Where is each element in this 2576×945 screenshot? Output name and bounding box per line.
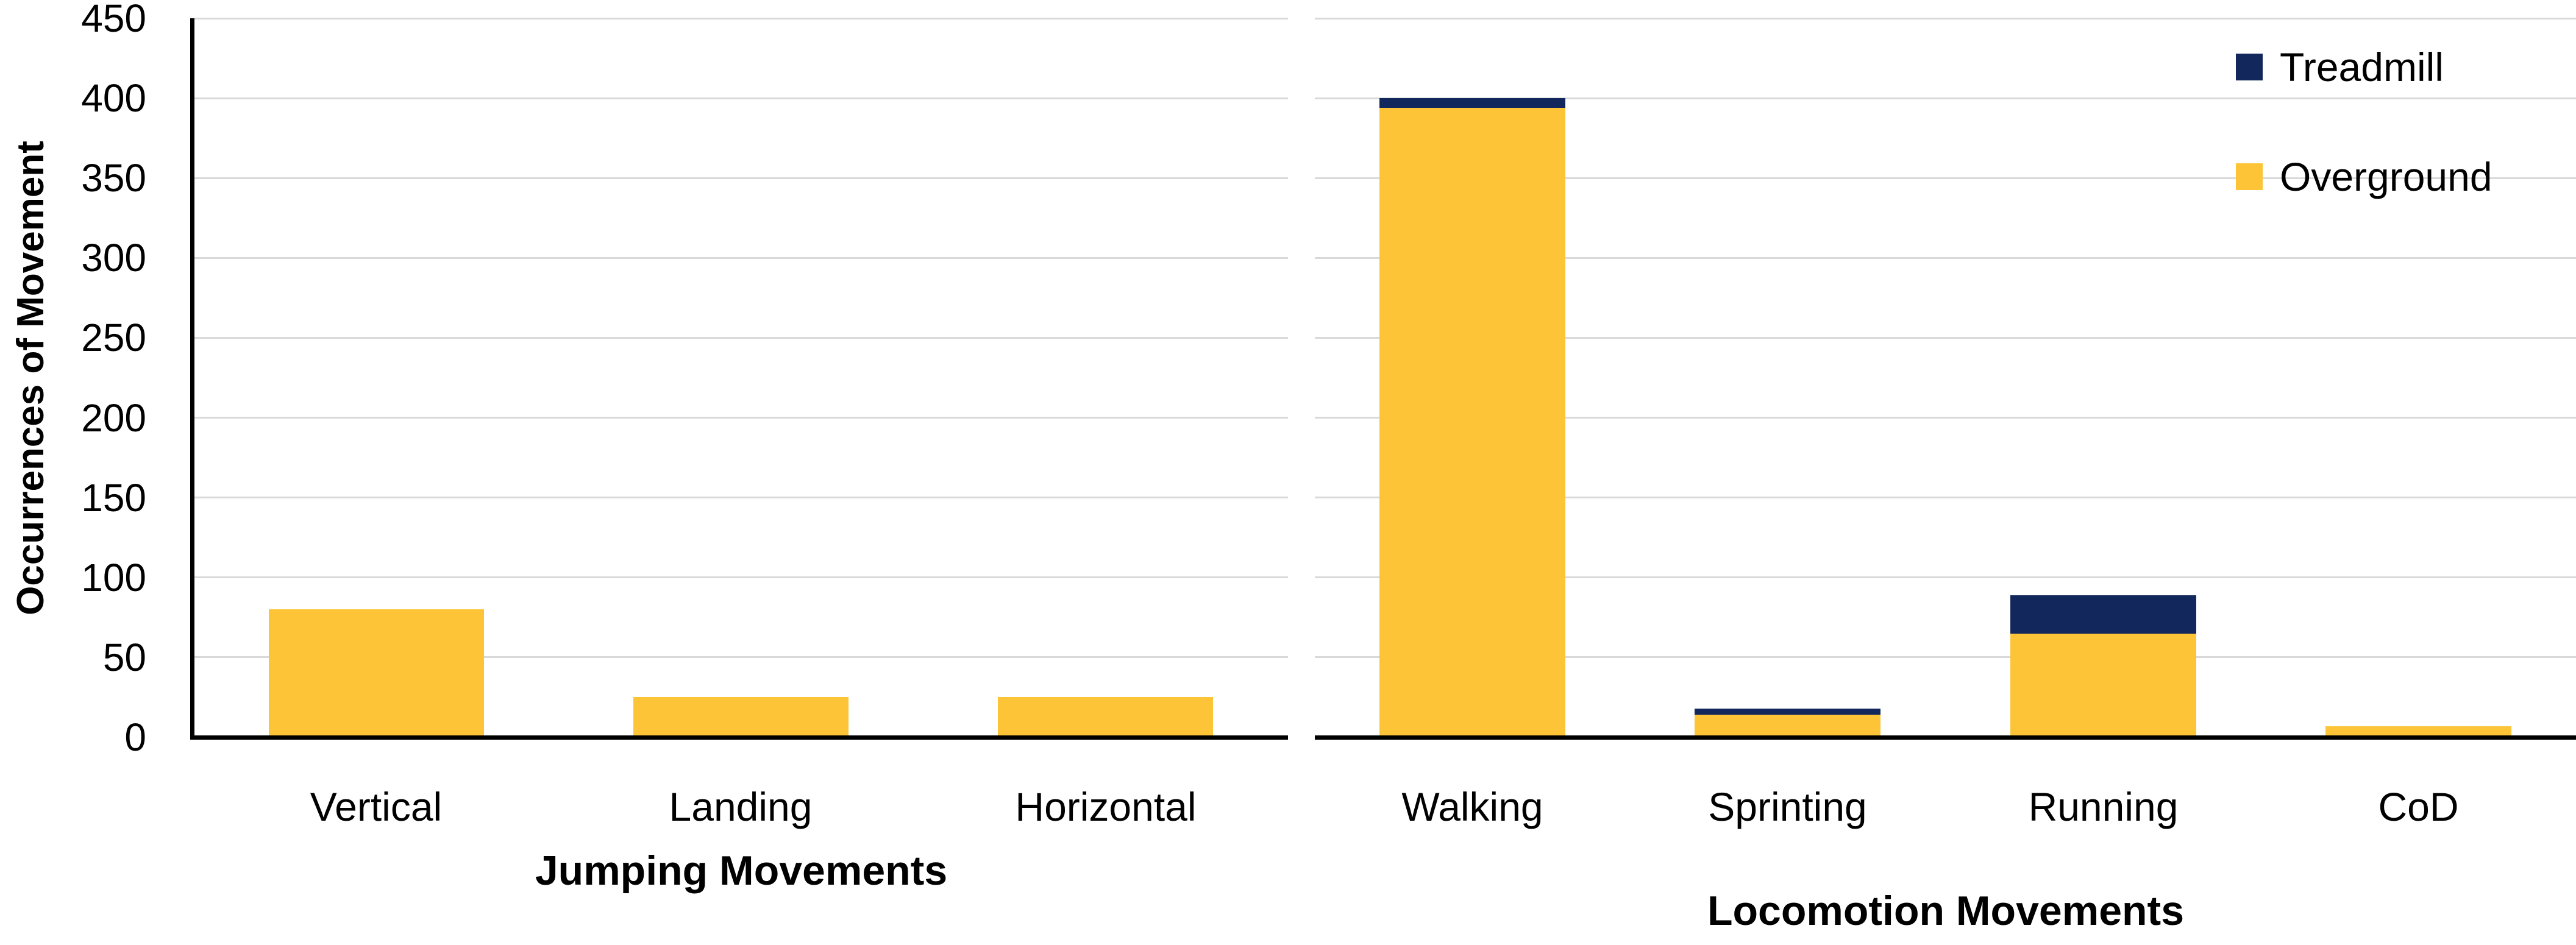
y-tick-label-350: 350 bbox=[81, 156, 146, 200]
bar-running-overground bbox=[2010, 633, 2196, 736]
legend-item-overground: Overground bbox=[2236, 154, 2492, 200]
gridline-450 bbox=[194, 17, 1288, 19]
x-axis-title-locomotion: Locomotion Movements bbox=[1707, 888, 2185, 934]
legend-swatch-overground-icon bbox=[2236, 163, 2263, 190]
y-axis-line bbox=[190, 18, 194, 740]
category-label-landing: Landing bbox=[669, 784, 813, 829]
legend-item-treadmill: Treadmill bbox=[2236, 44, 2444, 90]
gridline-200 bbox=[1315, 417, 2576, 419]
gridline-300 bbox=[194, 257, 1288, 259]
gridline-250 bbox=[1315, 336, 2576, 339]
bar-horizontal-overground bbox=[998, 697, 1213, 736]
y-tick-label-100: 100 bbox=[81, 555, 146, 600]
gridline-250 bbox=[194, 336, 1288, 339]
x-axis-line bbox=[1315, 735, 2576, 740]
gridline-350 bbox=[194, 177, 1288, 179]
legend-label-treadmill: Treadmill bbox=[2280, 44, 2444, 90]
gridline-450 bbox=[1315, 17, 2576, 19]
gridline-50 bbox=[194, 656, 1288, 659]
bar-cod-overground bbox=[2325, 726, 2511, 736]
y-tick-label-150: 150 bbox=[81, 475, 146, 520]
gridline-400 bbox=[194, 97, 1288, 99]
y-tick-label-200: 200 bbox=[81, 395, 146, 440]
y-axis-title-text: Occurrences of Movement bbox=[9, 140, 52, 615]
bar-landing-overground bbox=[633, 697, 849, 736]
category-label-cod: CoD bbox=[2378, 784, 2459, 829]
category-label-walking: Walking bbox=[1401, 784, 1543, 829]
gridline-200 bbox=[194, 417, 1288, 419]
gridline-150 bbox=[1315, 497, 2576, 499]
gridline-300 bbox=[1315, 257, 2576, 259]
bar-sprinting-overground bbox=[1695, 715, 1880, 736]
x-axis-line bbox=[194, 735, 1288, 740]
gridline-400 bbox=[1315, 97, 2576, 99]
x-axis-title-jumping: Jumping Movements bbox=[535, 848, 948, 894]
legend-swatch-treadmill-icon bbox=[2236, 54, 2263, 80]
gridline-50 bbox=[1315, 656, 2576, 659]
category-label-running: Running bbox=[2028, 784, 2179, 829]
category-label-vertical: Vertical bbox=[310, 784, 443, 829]
bar-walking-overground bbox=[1379, 107, 1565, 736]
y-tick-label-250: 250 bbox=[81, 316, 146, 360]
category-label-sprinting: Sprinting bbox=[1708, 784, 1867, 829]
y-tick-label-450: 450 bbox=[81, 0, 146, 40]
legend-label-overground: Overground bbox=[2280, 154, 2492, 199]
y-tick-label-50: 50 bbox=[102, 635, 146, 679]
gridline-350 bbox=[1315, 177, 2576, 179]
y-tick-label-0: 0 bbox=[124, 715, 146, 759]
y-tick-label-300: 300 bbox=[81, 236, 146, 280]
y-axis-title: Occurrences of Movement bbox=[5, 18, 56, 737]
gridline-100 bbox=[1315, 576, 2576, 579]
gridline-100 bbox=[194, 576, 1288, 579]
bar-running-treadmill bbox=[2010, 595, 2196, 634]
bar-sprinting-treadmill bbox=[1695, 708, 1880, 715]
category-label-horizontal: Horizontal bbox=[1015, 784, 1197, 829]
bar-walking-treadmill bbox=[1379, 98, 1565, 108]
gridline-150 bbox=[194, 497, 1288, 499]
bar-vertical-overground bbox=[269, 609, 484, 736]
y-tick-label-400: 400 bbox=[81, 76, 146, 121]
